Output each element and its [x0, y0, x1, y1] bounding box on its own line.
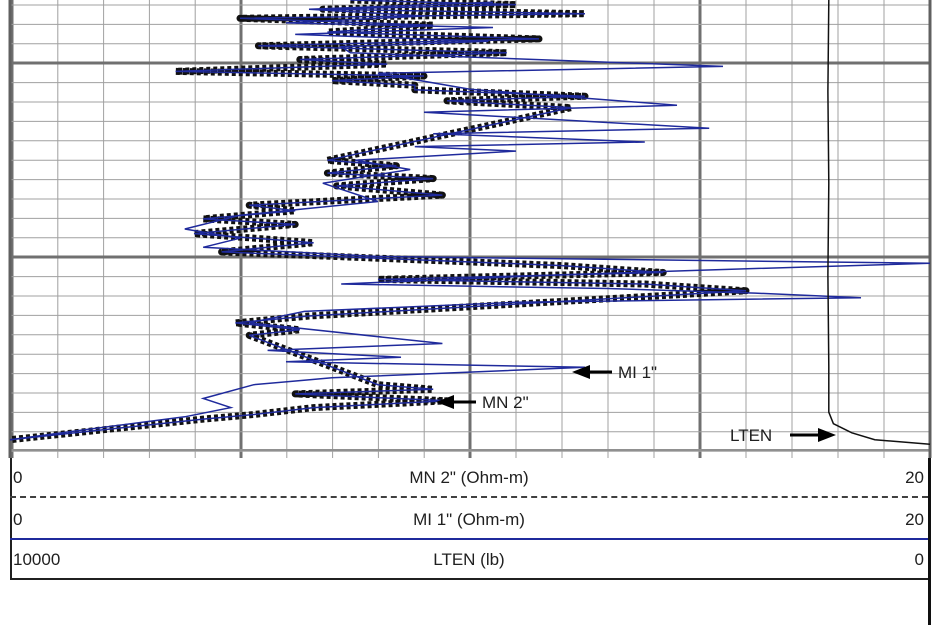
- scale-frame-bottom: [10, 578, 930, 580]
- label-layer: MI 1" MN 2" LTEN: [436, 363, 836, 445]
- series-2-line: [9, 1, 931, 441]
- series-3-line: [827, 0, 931, 446]
- mi1-scale-line: [10, 538, 928, 540]
- mn2-scale-max: 20: [905, 468, 924, 487]
- grid-layer: [8, 0, 932, 458]
- mi1-scale-max: 20: [905, 510, 924, 529]
- scale-row-mi1: 0 MI 1" (Ohm-m) 20: [10, 504, 928, 534]
- lten-scale-max: 0: [914, 550, 924, 569]
- mn2-scale-min: 0: [13, 468, 23, 487]
- mn2-annotation: MN 2": [482, 393, 529, 412]
- mi1-scale-name: MI 1" (Ohm-m): [413, 510, 525, 529]
- log-plot: MI 1" MN 2" LTEN: [8, 0, 932, 458]
- scale-frame-right: [928, 458, 931, 625]
- scale-frame-left: [10, 458, 12, 580]
- mi1-arrowhead: [572, 365, 590, 379]
- mn2-scale-line: [10, 496, 928, 498]
- lten-scale-min: 10000: [13, 550, 61, 569]
- scale-row-lten: 10000 LTEN (lb) 0: [10, 544, 928, 574]
- mi1-scale-min: 0: [13, 510, 23, 529]
- trace-layer: [9, 0, 931, 446]
- mi1-annotation: MI 1": [618, 363, 657, 382]
- lten-annotation: LTEN: [730, 426, 772, 445]
- mn2-scale-name: MN 2" (Ohm-m): [409, 468, 529, 487]
- series-1-line: [9, 0, 747, 441]
- lten-scale-name: LTEN (lb): [433, 550, 505, 569]
- mn2-arrowhead: [436, 395, 454, 409]
- scale-row-mn2: 0 MN 2" (Ohm-m) 20: [10, 462, 928, 492]
- scale-panel: 0 MN 2" (Ohm-m) 20 0 MI 1" (Ohm-m) 20 10…: [10, 458, 930, 580]
- lten-arrowhead: [818, 428, 836, 442]
